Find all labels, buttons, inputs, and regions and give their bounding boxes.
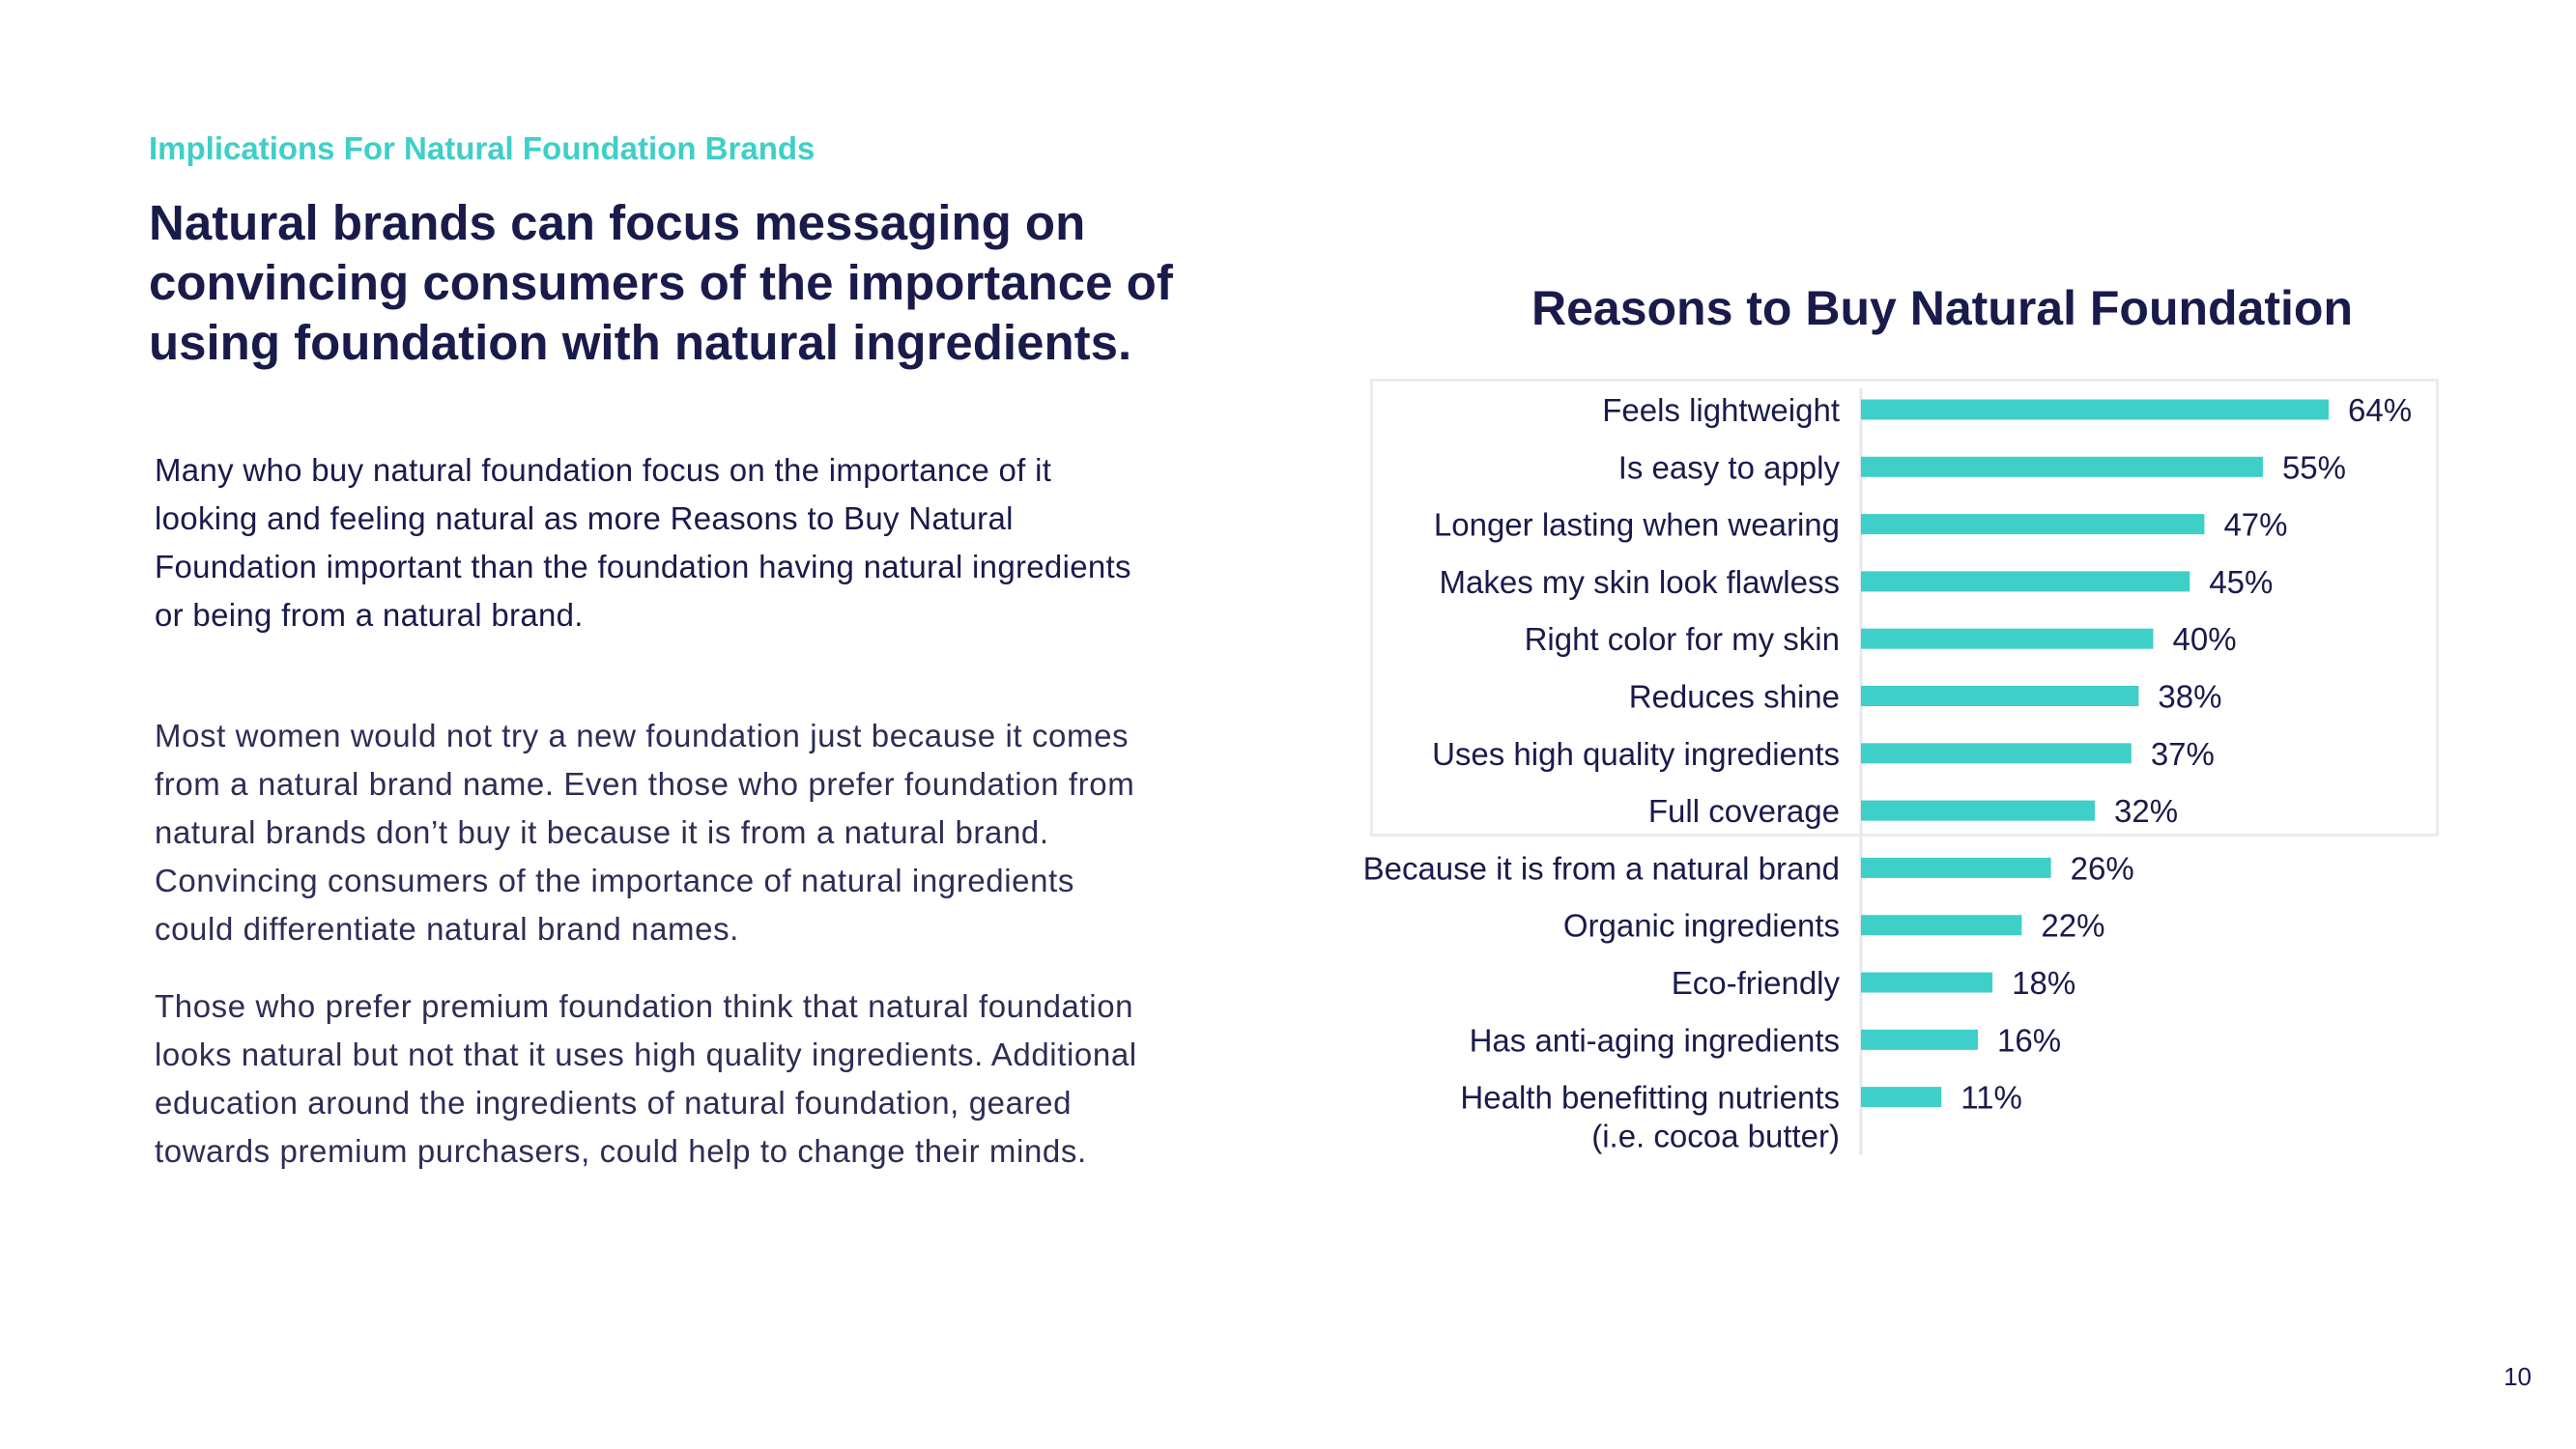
category-label: Is easy to apply xyxy=(1618,449,1841,485)
data-label: 16% xyxy=(1997,1022,2061,1058)
category-label: Because it is from a natural brand xyxy=(1363,850,1840,886)
data-label: 32% xyxy=(2114,793,2178,829)
data-label: 22% xyxy=(2041,908,2104,944)
category-label: Right color for my skin xyxy=(1525,621,1840,657)
category-label-line: Feels lightweight xyxy=(1602,392,1840,428)
category-label: Feels lightweight xyxy=(1602,392,1840,428)
data-label: 47% xyxy=(2223,507,2287,543)
category-label: Reduces shine xyxy=(1629,679,1840,715)
category-label: Has anti-aging ingredients xyxy=(1470,1022,1840,1058)
category-label: Makes my skin look flawless xyxy=(1440,564,1840,600)
data-label: 45% xyxy=(2209,564,2273,600)
data-label: 64% xyxy=(2348,392,2412,428)
category-label-line: Reduces shine xyxy=(1629,679,1840,715)
category-label-line: Makes my skin look flawless xyxy=(1440,564,1840,600)
bar xyxy=(1861,456,2263,477)
bar xyxy=(1861,743,2132,764)
body-paragraph-2: Those who prefer premium foundation thin… xyxy=(155,988,1137,1169)
data-label: 18% xyxy=(2012,965,2075,1001)
chart-title: Reasons to Buy Natural Foundation xyxy=(1531,281,2354,335)
bar xyxy=(1861,915,2022,936)
category-label-line: Organic ingredients xyxy=(1563,908,1840,944)
lead-paragraph: Many who buy natural foundation focus on… xyxy=(155,452,1131,633)
category-label: Uses high quality ingredients xyxy=(1432,736,1840,772)
category-label-line: Full coverage xyxy=(1648,793,1840,829)
bar xyxy=(1861,1029,1978,1050)
category-label-line: (i.e. cocoa butter) xyxy=(1591,1119,1840,1154)
category-label-line: Health benefitting nutrients xyxy=(1460,1080,1840,1116)
category-label: Health benefitting nutrients (i.e. cocoa … xyxy=(1460,1080,1840,1154)
bar xyxy=(1861,972,1993,993)
page-headline: Natural brands can focus messaging on co… xyxy=(149,195,1173,370)
bar xyxy=(1861,628,2154,649)
bar xyxy=(1861,571,2190,592)
category-label: Full coverage xyxy=(1648,793,1840,829)
bar xyxy=(1861,399,2329,420)
category-label-line: Is easy to apply xyxy=(1618,449,1841,485)
bar xyxy=(1861,857,2051,878)
category-label-line: Longer lasting when wearing xyxy=(1434,507,1840,543)
section-eyebrow: Implications For Natural Foundation Bran… xyxy=(149,130,816,166)
category-label-line: Because it is from a natural brand xyxy=(1363,850,1840,886)
category-label: Organic ingredients xyxy=(1563,908,1840,944)
data-label: 38% xyxy=(2158,679,2221,715)
category-label-line: Has anti-aging ingredients xyxy=(1470,1022,1840,1058)
bar xyxy=(1861,800,2095,821)
body-paragraph-1: Most women would not try a new foundatio… xyxy=(155,718,1135,947)
chart-highlight-box xyxy=(1370,379,2439,837)
category-label-line: Uses high quality ingredients xyxy=(1432,736,1840,772)
data-label: 11% xyxy=(1961,1080,2022,1116)
data-label: 26% xyxy=(2071,850,2134,886)
category-label: Longer lasting when wearing xyxy=(1434,507,1840,543)
category-label: Eco-friendly xyxy=(1672,965,1841,1001)
bar xyxy=(1861,686,2139,706)
page-number: 10 xyxy=(2504,1362,2532,1391)
data-label: 55% xyxy=(2282,449,2346,485)
category-label-line: Right color for my skin xyxy=(1525,621,1840,657)
data-label: 40% xyxy=(2173,621,2237,657)
bar xyxy=(1861,514,2205,535)
bar xyxy=(1861,1087,1942,1108)
data-label: 37% xyxy=(2151,736,2215,772)
category-label-line: Eco-friendly xyxy=(1672,965,1841,1001)
